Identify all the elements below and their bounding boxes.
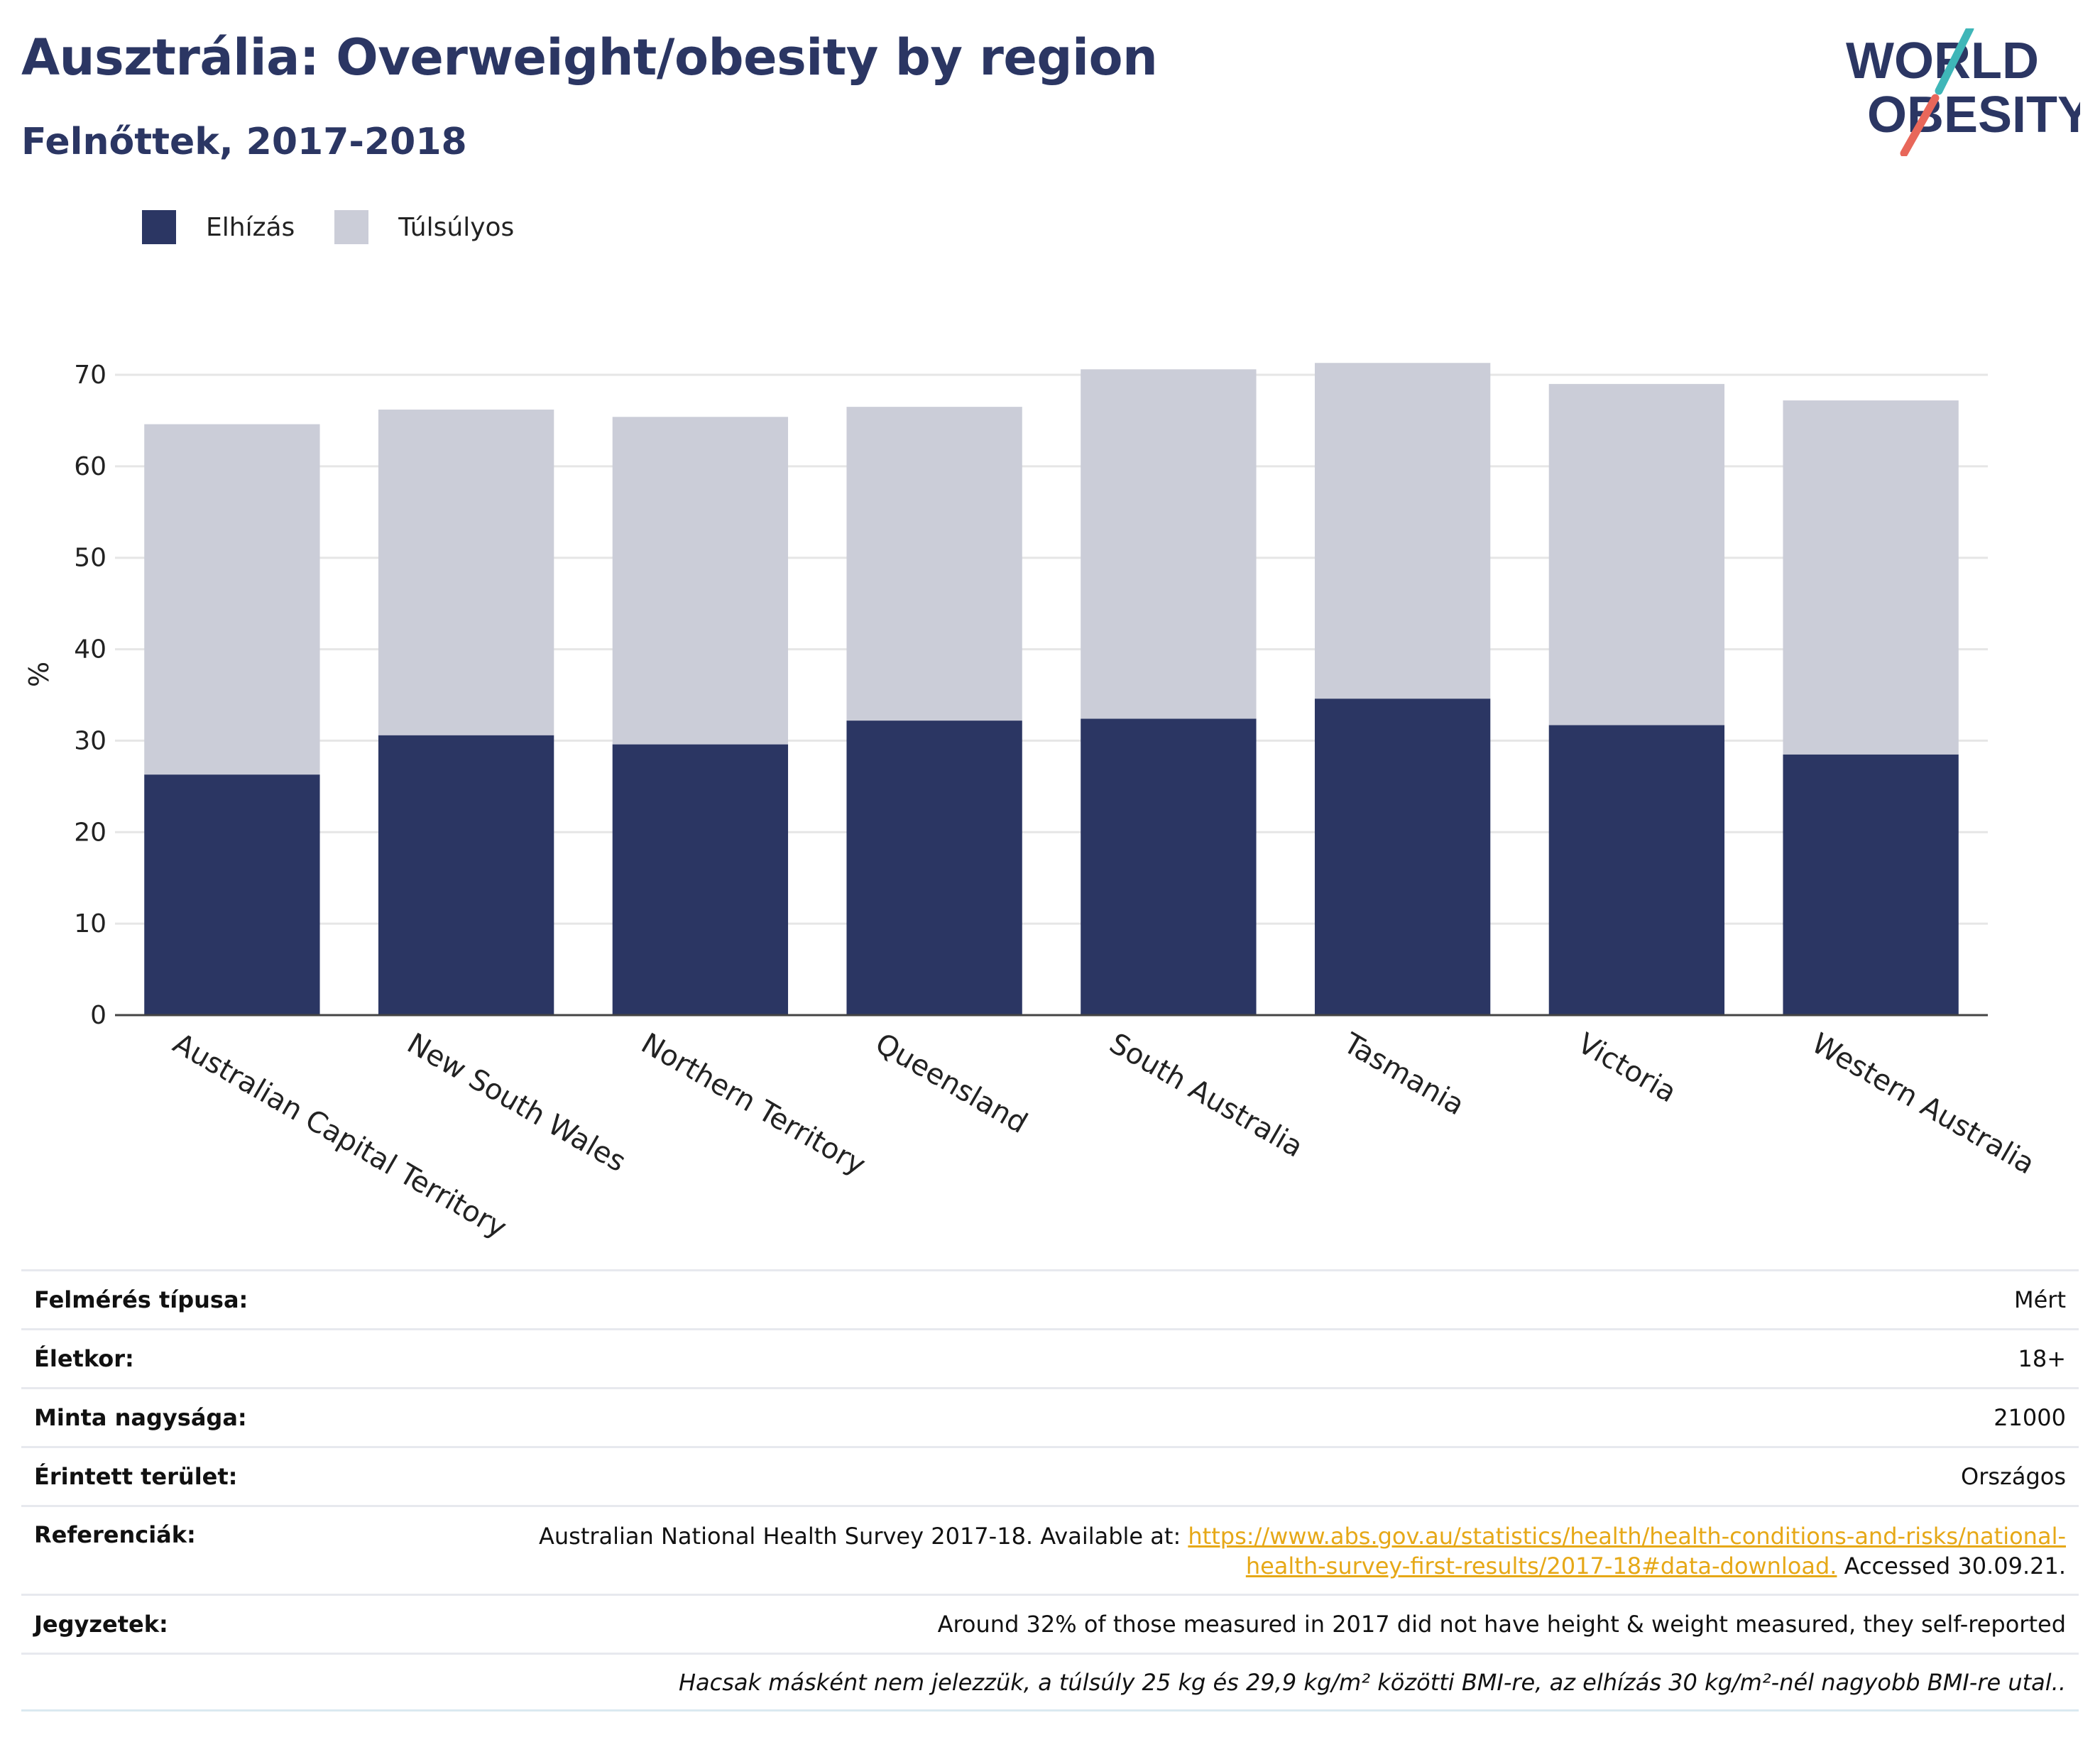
y-tick-label: 50 (74, 544, 106, 573)
info-label: Jegyzetek: (34, 1611, 168, 1638)
logo-slash-teal (1935, 28, 1974, 95)
x-tick-label: Tasmania (1338, 1026, 1470, 1122)
bar-overweight (1081, 369, 1257, 719)
info-label: Életkor: (34, 1345, 134, 1372)
logo-line2: OBESITY (1867, 87, 2080, 143)
bar-overweight (1548, 383, 1725, 725)
reference-suffix: Accessed 30.09.21. (1837, 1552, 2066, 1579)
bar-obesity (1081, 718, 1257, 1015)
reference-prefix: Australian National Health Survey 2017-1… (538, 1523, 1188, 1550)
legend-label-overweight: Túlsúlyos (398, 212, 515, 242)
reference-link-line1[interactable]: https://www.abs.gov.au/statistics/health… (1188, 1523, 2066, 1550)
y-tick-label: 10 (74, 909, 106, 938)
info-row-survey-type: Felmérés típusa: Mért (21, 1269, 2079, 1328)
x-tick-label: Northern Territory (635, 1027, 870, 1182)
logo-slash-coral (1900, 94, 1940, 156)
info-value: 18+ (2018, 1345, 2066, 1372)
y-tick-label: 40 (74, 635, 106, 664)
y-tick-label: 70 (74, 361, 106, 390)
info-row-age: Életkor: 18+ (21, 1328, 2079, 1387)
footnote-text: Hacsak másként nem jelezzük, a túlsúly 2… (678, 1668, 2066, 1696)
bar-obesity (846, 721, 1022, 1015)
bar-obesity (1314, 699, 1491, 1015)
bar-overweight (846, 407, 1022, 721)
bar-obesity (144, 774, 320, 1015)
legend: Elhízás Túlsúlyos (142, 210, 554, 244)
info-value: Országos (1961, 1463, 2066, 1490)
x-tick-label: New South Wales (402, 1027, 632, 1178)
bar-overweight (1314, 363, 1491, 699)
info-value: 21000 (1994, 1404, 2066, 1431)
world-obesity-logo: WORLD OBESITY (1846, 28, 2080, 156)
info-label: Felmérés típusa: (34, 1286, 248, 1313)
info-value-references: Australian National Health Survey 2017-1… (539, 1521, 2066, 1581)
bar-obesity (612, 744, 789, 1015)
legend-swatch-overweight (334, 210, 369, 244)
y-tick-label: 20 (74, 818, 106, 847)
legend-label-obesity: Elhízás (206, 212, 295, 242)
legend-item-overweight[interactable]: Túlsúlyos (334, 210, 514, 244)
info-row-references: Referenciák: Australian National Health … (21, 1505, 2079, 1594)
info-row-sample-size: Minta nagysága: 21000 (21, 1387, 2079, 1446)
info-label: Minta nagysága: (34, 1404, 247, 1431)
y-tick-label: 60 (74, 452, 106, 481)
info-table: Felmérés típusa: Mért Életkor: 18+ Minta… (21, 1269, 2079, 1712)
bar-overweight (144, 424, 320, 775)
bar-overweight (378, 409, 554, 735)
x-tick-label: Queensland (870, 1027, 1033, 1140)
legend-swatch-obesity (142, 210, 176, 244)
y-axis-label: % (23, 662, 55, 687)
bar-obesity (1783, 754, 1959, 1015)
legend-item-obesity[interactable]: Elhízás (142, 210, 295, 244)
chart-subtitle: Felnőttek, 2017-2018 (21, 121, 467, 163)
info-value: Around 32% of those measured in 2017 did… (937, 1611, 2066, 1638)
bar-obesity (378, 735, 554, 1015)
bar-obesity (1548, 725, 1725, 1015)
bar-overweight (612, 417, 789, 745)
y-tick-label: 30 (74, 726, 106, 755)
info-label: Referenciák: (34, 1521, 196, 1548)
x-tick-label: Victoria (1572, 1027, 1681, 1110)
info-value: Mért (2014, 1286, 2066, 1313)
x-tick-label: South Australia (1104, 1027, 1308, 1164)
x-tick-label: Western Australia (1806, 1027, 2040, 1181)
info-label: Érintett terület: (34, 1463, 238, 1490)
bar-overweight (1783, 400, 1959, 755)
info-row-footnote: Hacsak másként nem jelezzük, a túlsúly 2… (21, 1653, 2079, 1712)
y-tick-label: 0 (90, 1001, 106, 1030)
info-row-notes: Jegyzetek: Around 32% of those measured … (21, 1594, 2079, 1653)
info-row-area: Érintett terület: Országos (21, 1446, 2079, 1505)
reference-link-line2[interactable]: health-survey-first-results/2017-18#data… (1245, 1552, 1837, 1579)
chart-title: Ausztrália: Overweight/obesity by region (21, 28, 1158, 87)
